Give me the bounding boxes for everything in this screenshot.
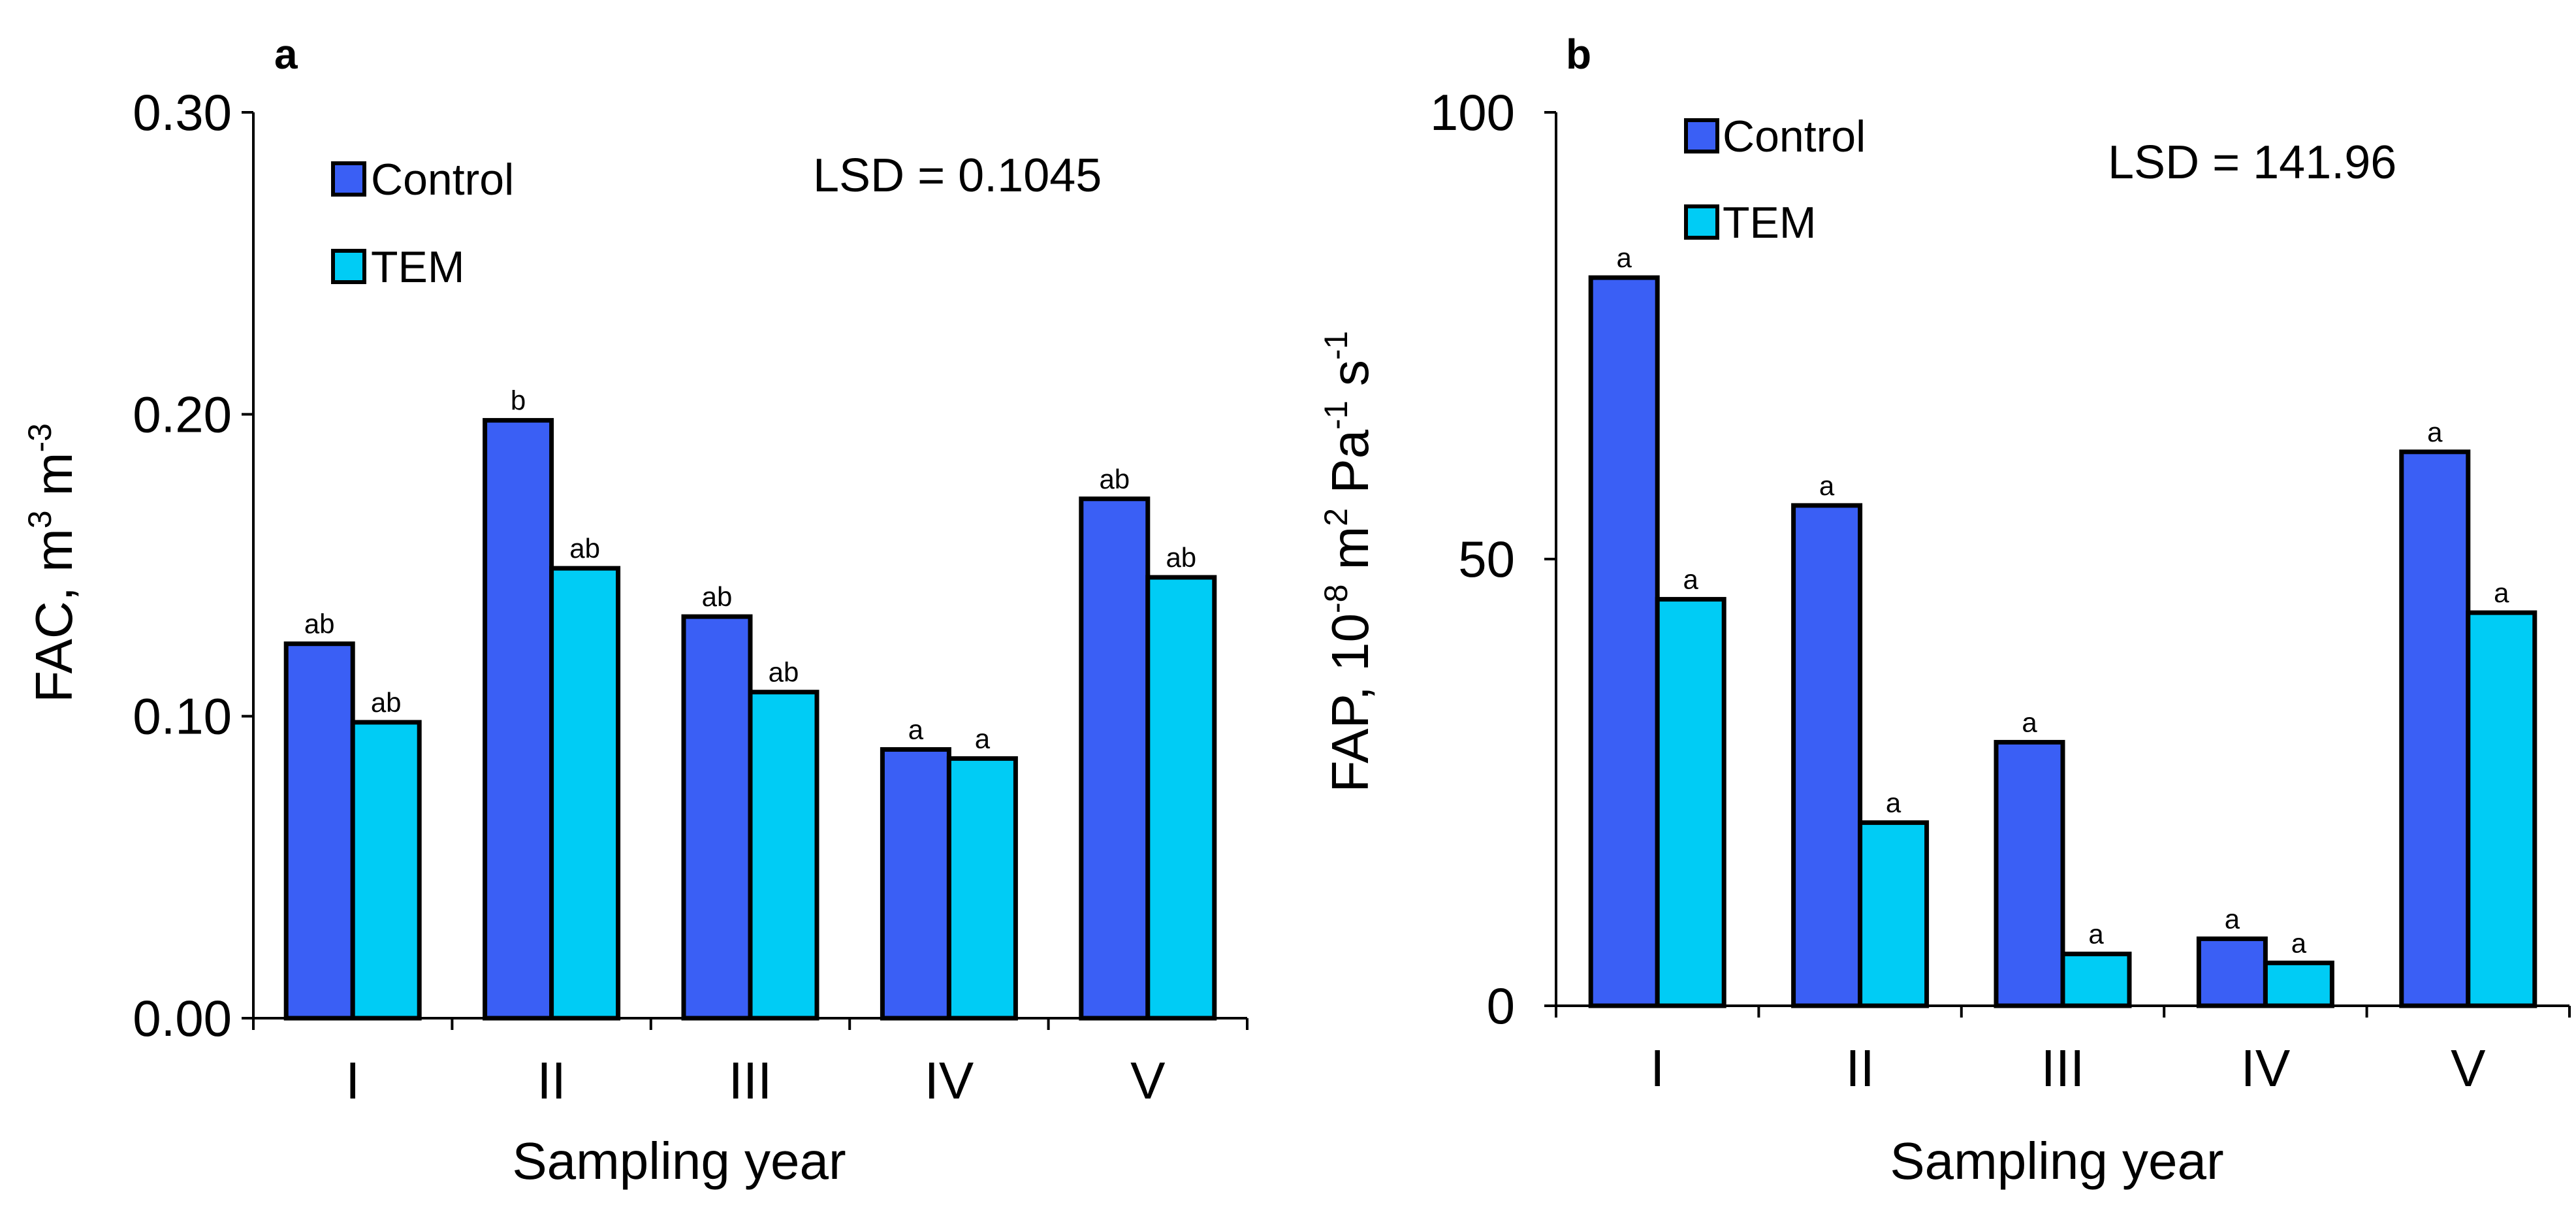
x-tick-label: II xyxy=(537,1051,565,1110)
panel-a-lsd-annotation: LSD = 0.1045 xyxy=(813,150,1102,202)
bar-tem-i xyxy=(350,720,422,1021)
significance-letter: b xyxy=(511,385,526,416)
panel-b-lsd-annotation: LSD = 141.96 xyxy=(2108,136,2396,189)
x-tick-label: V xyxy=(1130,1051,1166,1110)
significance-letter: ab xyxy=(1166,542,1196,573)
y-tick-label: 0.20 xyxy=(133,385,232,443)
y-tick-label: 0 xyxy=(1487,977,1515,1035)
significance-letter: ab xyxy=(1099,464,1130,494)
significance-letter: ab xyxy=(371,687,402,718)
significance-letter: a xyxy=(975,723,991,754)
y-tick-label: 0.00 xyxy=(133,989,232,1047)
panel-b-bars xyxy=(1588,275,2537,1008)
legend-swatch-tem xyxy=(331,249,366,284)
x-tick-label: III xyxy=(2041,1039,2085,1097)
x-tick-label: I xyxy=(345,1051,360,1110)
y-tick-label: 100 xyxy=(1430,84,1515,141)
significance-letter: ab xyxy=(769,657,799,688)
significance-letter: a xyxy=(2225,903,2240,934)
bar-control-ii xyxy=(1791,503,1863,1008)
panel-a-x-tick-labels: I II III IV V xyxy=(345,1051,1166,1110)
panel-b-significance-letters: a a a a a a a a a a xyxy=(1617,242,2510,958)
panel-a-x-axis-title: Sampling year xyxy=(512,1132,846,1190)
panel-a-bars xyxy=(283,418,1217,1021)
significance-letter: a xyxy=(1683,564,1699,595)
legend-swatch-control xyxy=(1684,118,1719,153)
legend-label-control: Control xyxy=(1723,112,1866,161)
significance-letter: a xyxy=(2022,707,2037,737)
panel-b-legend: Control TEM xyxy=(1684,112,1866,248)
bar-control-i xyxy=(1588,275,1660,1008)
x-tick-label: II xyxy=(1845,1039,1874,1097)
significance-letter: a xyxy=(2427,417,2443,447)
bar-control-iv xyxy=(2196,936,2268,1008)
x-tick-label: I xyxy=(1650,1039,1664,1097)
significance-letter: a xyxy=(1819,470,1835,501)
y-tick-label: 0.10 xyxy=(133,688,232,745)
bar-control-ii xyxy=(483,418,554,1021)
significance-letter: a xyxy=(908,714,924,745)
bar-control-iv xyxy=(880,747,951,1021)
panel-b-y-tick-labels: 0 50 100 xyxy=(1430,84,1515,1035)
bar-control-i xyxy=(283,641,355,1021)
legend-swatch-control xyxy=(331,161,366,197)
legend-swatch-tem xyxy=(1684,204,1719,240)
significance-letter: ab xyxy=(569,533,600,564)
significance-letter: a xyxy=(1886,788,1901,818)
panel-a-legend: Control TEM xyxy=(331,155,514,292)
panel-b-x-axis-title: Sampling year xyxy=(1890,1132,2223,1190)
panel-a-label: a xyxy=(274,31,298,78)
panel-a-y-tick-labels: 0.00 0.10 0.20 0.30 xyxy=(133,84,232,1047)
legend-label-tem: TEM xyxy=(1723,198,1817,248)
y-tick-label: 0.30 xyxy=(133,84,232,141)
bar-tem-iv xyxy=(2263,960,2334,1008)
x-tick-label: IV xyxy=(2241,1039,2291,1097)
bar-tem-iii xyxy=(748,690,819,1021)
bar-tem-v xyxy=(2466,610,2537,1008)
significance-letter: a xyxy=(2291,927,2307,958)
panel-a-y-axis-title: FAC, m3 m-3 xyxy=(22,423,83,703)
bar-tem-ii xyxy=(1858,820,1930,1008)
panel-b-label: b xyxy=(1566,31,1591,78)
bar-tem-iv xyxy=(946,756,1018,1021)
bar-tem-v xyxy=(1145,575,1217,1021)
y-tick-label: 50 xyxy=(1458,530,1515,588)
x-tick-label: V xyxy=(2451,1039,2486,1097)
bar-tem-iii xyxy=(2060,952,2132,1008)
significance-letter: ab xyxy=(702,581,733,612)
significance-letter: a xyxy=(2494,577,2509,608)
legend-label-control: Control xyxy=(371,155,514,204)
bar-control-iii xyxy=(681,614,753,1021)
bar-control-iii xyxy=(1994,739,2065,1008)
panel-b-y-axis-title: FAP, 10-8 m2 Pa-1 s-1 xyxy=(1318,331,1379,793)
x-tick-label: IV xyxy=(925,1051,974,1110)
bar-tem-ii xyxy=(549,566,621,1021)
bar-control-v xyxy=(1079,496,1151,1021)
panel-a-significance-letters: ab ab b ab ab ab a a ab ab xyxy=(304,385,1196,754)
x-tick-label: III xyxy=(729,1051,772,1110)
legend-label-tem: TEM xyxy=(371,242,465,292)
bar-tem-i xyxy=(1655,597,1726,1008)
panel-b-x-tick-labels: I II III IV V xyxy=(1650,1039,2486,1097)
significance-letter: a xyxy=(2088,919,2104,950)
significance-letter: ab xyxy=(304,609,335,639)
bar-control-v xyxy=(2399,449,2471,1008)
significance-letter: a xyxy=(1617,242,1632,273)
